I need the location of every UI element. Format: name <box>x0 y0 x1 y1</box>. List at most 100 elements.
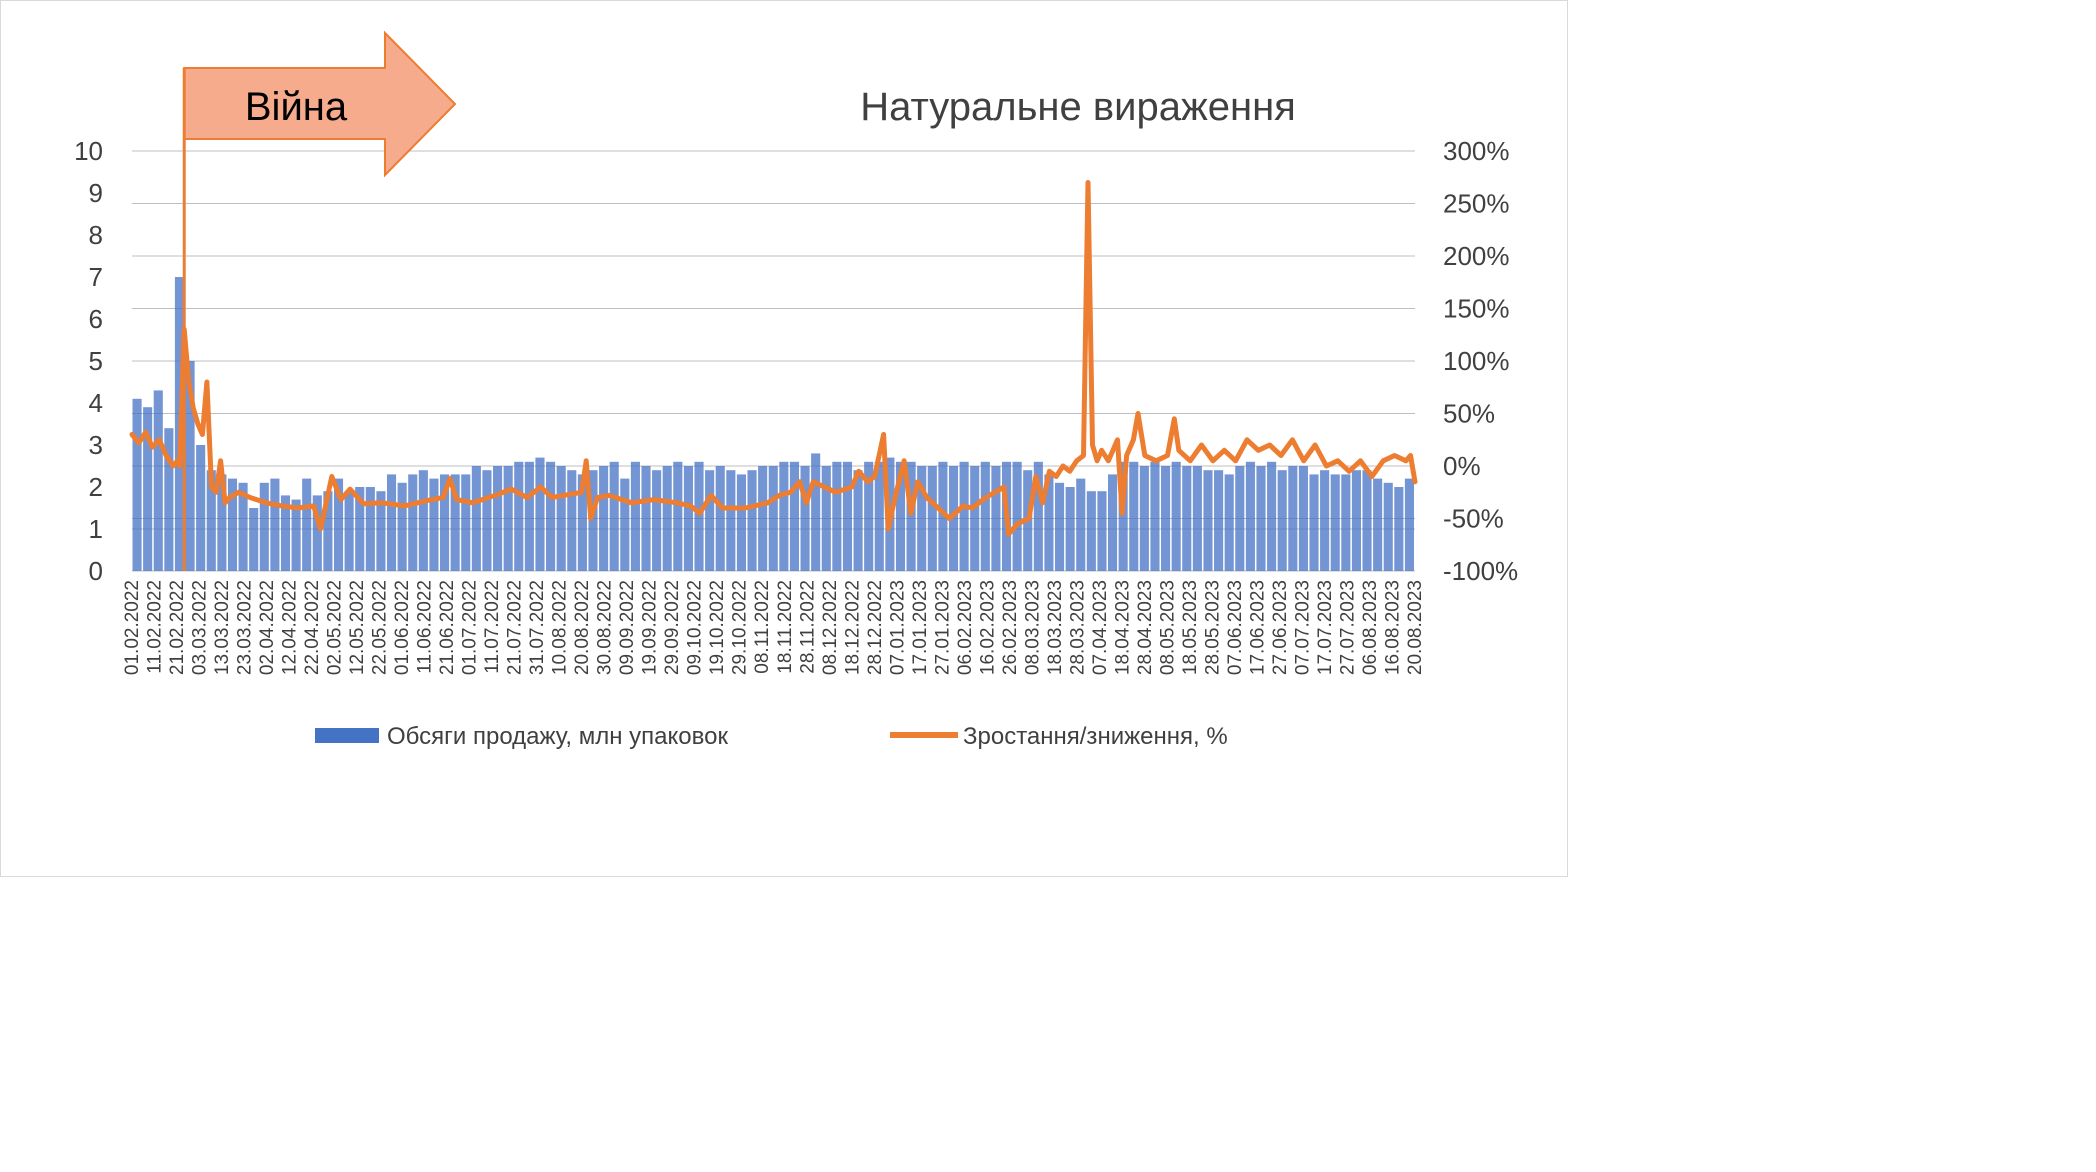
x-tick-label: 21.06.2022 <box>437 580 458 675</box>
bar <box>842 461 853 571</box>
bar <box>917 466 927 571</box>
growth-line <box>129 180 1418 537</box>
bar <box>1097 491 1107 571</box>
x-tick-label: 17.06.2023 <box>1247 580 1268 675</box>
bar <box>747 470 757 571</box>
bar <box>1012 461 1022 571</box>
bar-series <box>132 277 1414 571</box>
bar <box>1224 474 1234 571</box>
bar <box>1214 470 1224 571</box>
bar <box>991 466 1001 571</box>
x-tick-label: 01.06.2022 <box>392 580 413 675</box>
x-tick-label: 28.04.2023 <box>1135 580 1156 675</box>
x-tick-label: 18.11.2022 <box>775 580 796 674</box>
bar <box>514 461 524 571</box>
bar <box>333 478 344 571</box>
bar <box>535 457 545 571</box>
bar <box>779 461 789 571</box>
bar <box>217 474 227 571</box>
bar <box>291 499 301 571</box>
war-label: Війна <box>245 85 348 129</box>
bar <box>556 466 566 571</box>
bar <box>959 461 969 571</box>
bar <box>906 461 916 571</box>
y-right-tick-label: -100% <box>1443 556 1518 586</box>
x-tick-label: 22.04.2022 <box>302 580 323 675</box>
x-tick-label: 06.08.2023 <box>1360 580 1381 675</box>
x-tick-label: 18.04.2023 <box>1112 580 1133 675</box>
bar <box>323 491 333 571</box>
bar <box>418 470 428 571</box>
y-right-tick-label: 150% <box>1443 294 1510 324</box>
bar <box>800 466 810 571</box>
bar <box>386 474 397 571</box>
x-tick-label: 01.02.2022 <box>122 580 143 675</box>
bar <box>1362 470 1372 571</box>
bar <box>736 474 746 571</box>
x-tick-label: 01.07.2022 <box>460 580 481 675</box>
bar <box>1404 478 1414 571</box>
bar <box>1341 474 1351 571</box>
x-tick-label: 03.03.2022 <box>190 580 211 675</box>
bar <box>599 466 609 571</box>
bar <box>280 495 291 571</box>
x-tick-label: 12.04.2022 <box>280 580 301 675</box>
x-tick-label: 02.04.2022 <box>257 580 278 675</box>
y-left-tick-label: 8 <box>89 220 103 250</box>
bar <box>768 466 778 571</box>
x-tick-label: 16.02.2023 <box>977 580 998 675</box>
bar <box>683 466 693 571</box>
x-tick-label: 31.07.2022 <box>527 580 548 675</box>
bar <box>1203 470 1213 571</box>
bar <box>482 470 492 571</box>
bar <box>1267 461 1277 571</box>
bar <box>408 474 418 571</box>
bar <box>1161 466 1171 571</box>
bar <box>789 461 800 571</box>
x-tick-label: 21.02.2022 <box>167 580 188 675</box>
bar <box>895 461 906 571</box>
x-tick-label: 27.06.2023 <box>1270 580 1291 675</box>
legend-bar-swatch <box>315 728 379 743</box>
bar <box>853 470 863 571</box>
bar <box>588 470 598 571</box>
x-tick-label: 13.03.2022 <box>212 580 233 675</box>
bar <box>705 470 715 571</box>
y-axis-right: -100% -50% 0% 50% 100% 150% 200% 250% 300% <box>1443 136 1518 586</box>
x-tick-label: 12.05.2022 <box>347 580 368 675</box>
chart-svg: Війна 0 1 2 3 4 5 6 7 8 9 10 -100% -50% 0% 50% 100% 150… <box>74 30 1518 750</box>
x-tick-label: 08.03.2023 <box>1022 580 1043 675</box>
bar <box>1192 466 1202 571</box>
bar <box>1288 466 1298 571</box>
x-tick-label: 23.03.2022 <box>235 580 256 675</box>
bar <box>429 478 439 571</box>
bar <box>938 461 948 571</box>
x-tick-label: 07.07.2023 <box>1292 580 1313 675</box>
bar <box>620 478 630 571</box>
x-tick-label: 22.05.2022 <box>370 580 391 675</box>
y-left-tick-label: 9 <box>89 178 103 208</box>
y-right-tick-label: -50% <box>1443 504 1504 534</box>
y-left-tick-label: 3 <box>89 430 103 460</box>
bar <box>249 508 259 571</box>
bar <box>546 461 556 571</box>
bar <box>1129 461 1139 571</box>
bar <box>1182 466 1192 571</box>
bar <box>344 491 354 571</box>
x-tick-label: 18.12.2022 <box>842 580 863 675</box>
bar <box>461 474 471 571</box>
x-tick-label: 06.02.2023 <box>955 580 976 675</box>
bar <box>503 466 513 571</box>
chart-title: Натуральне вираження <box>860 85 1296 129</box>
x-tick-label: 18.05.2023 <box>1180 580 1201 675</box>
x-tick-label: 28.03.2023 <box>1067 580 1088 675</box>
x-tick-label: 07.06.2023 <box>1225 580 1246 675</box>
bar <box>1139 466 1149 571</box>
bar <box>365 487 375 571</box>
x-tick-label: 11.06.2022 <box>415 580 436 674</box>
bar <box>1065 487 1075 571</box>
bar <box>450 474 460 571</box>
bar <box>471 466 481 571</box>
bar <box>1277 470 1287 571</box>
bar <box>376 491 386 571</box>
